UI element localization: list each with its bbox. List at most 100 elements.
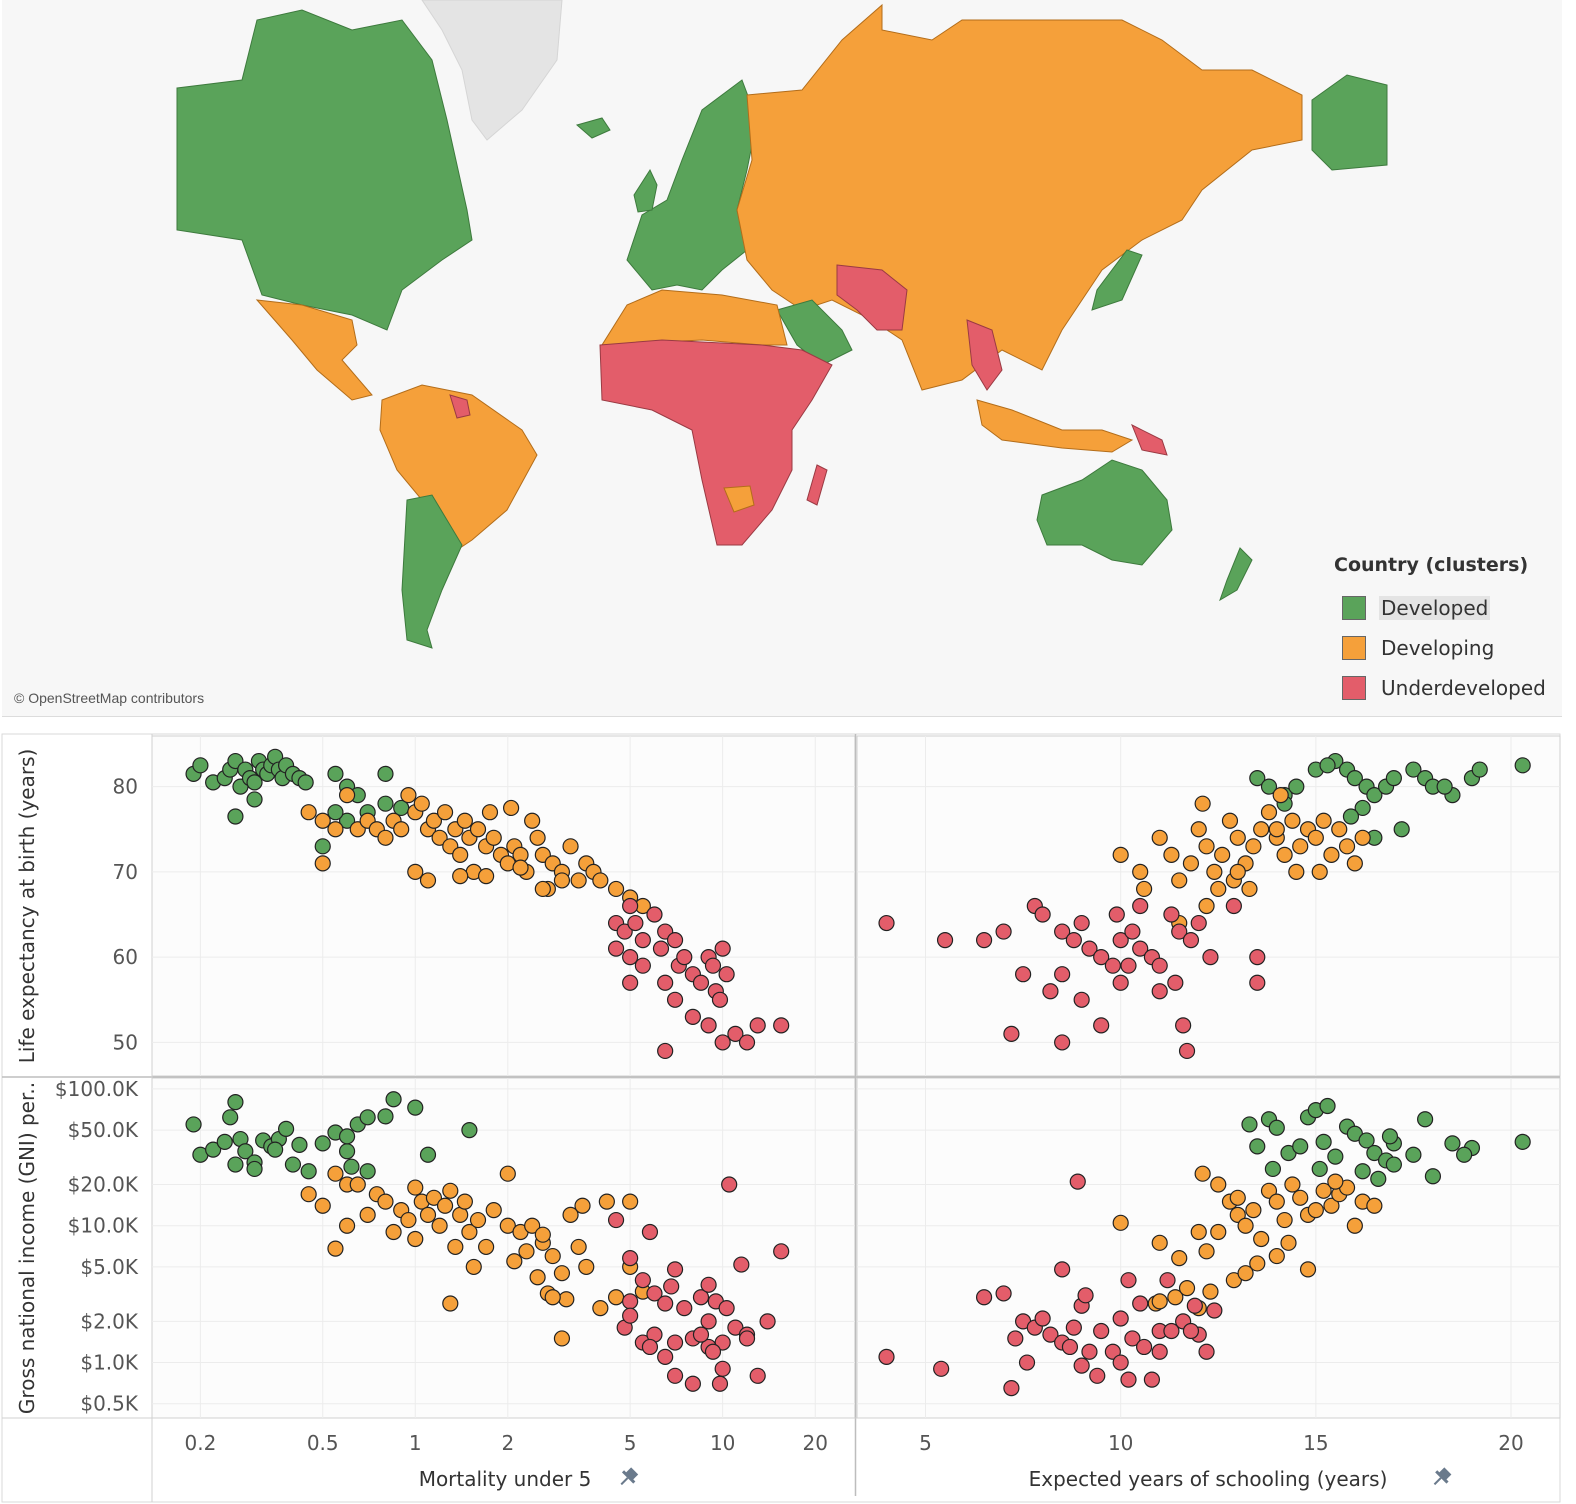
data-point-underdeveloped[interactable]: [1198, 1343, 1215, 1360]
data-point-developing[interactable]: [1178, 1280, 1196, 1297]
data-point-underdeveloped[interactable]: [616, 923, 633, 940]
data-point-developing[interactable]: [1202, 1283, 1219, 1300]
data-point-developing[interactable]: [1151, 1234, 1168, 1251]
data-point-developed[interactable]: [1319, 1097, 1336, 1115]
data-point-underdeveloped[interactable]: [1093, 1322, 1110, 1340]
data-point-developing[interactable]: [1253, 821, 1270, 838]
data-point-developed[interactable]: [237, 1143, 254, 1160]
data-point-developing[interactable]: [529, 1269, 546, 1286]
data-point-developed[interactable]: [1264, 1160, 1281, 1178]
data-point-underdeveloped[interactable]: [692, 974, 710, 991]
data-point-underdeveloped[interactable]: [733, 1256, 750, 1273]
data-point-developing[interactable]: [1151, 829, 1168, 846]
data-point-developed[interactable]: [185, 1116, 202, 1133]
data-point-developed[interactable]: [1381, 1128, 1399, 1145]
data-point-developing[interactable]: [570, 872, 587, 889]
data-point-developed[interactable]: [246, 1160, 263, 1178]
data-point-underdeveloped[interactable]: [1206, 1302, 1223, 1319]
data-point-developing[interactable]: [1346, 1217, 1363, 1234]
data-point-developing[interactable]: [431, 829, 448, 846]
data-point-developing[interactable]: [385, 1223, 402, 1241]
data-point-developing[interactable]: [574, 1197, 591, 1214]
data-point-developing[interactable]: [1241, 880, 1258, 898]
data-point-underdeveloped[interactable]: [773, 1017, 790, 1034]
data-point-underdeveloped[interactable]: [975, 932, 993, 949]
data-point-developed[interactable]: [1342, 808, 1360, 825]
data-point-developing[interactable]: [485, 829, 502, 846]
south-america-region[interactable]: [379, 384, 538, 561]
data-point-developing[interactable]: [592, 1300, 609, 1317]
data-point-developed[interactable]: [1393, 821, 1410, 838]
data-point-underdeveloped[interactable]: [995, 923, 1012, 940]
data-point-developing[interactable]: [338, 787, 356, 804]
data-point-underdeveloped[interactable]: [1003, 1025, 1020, 1042]
data-point-developed[interactable]: [1288, 778, 1305, 795]
data-point-developed[interactable]: [1358, 1132, 1375, 1149]
data-point-developing[interactable]: [1245, 838, 1262, 855]
data-point-developing[interactable]: [598, 1193, 615, 1210]
iceland-region[interactable]: [575, 117, 611, 139]
data-point-developing[interactable]: [524, 812, 541, 829]
data-point-underdeveloped[interactable]: [1143, 1371, 1161, 1388]
data-point-developed[interactable]: [216, 1133, 233, 1150]
data-point-developing[interactable]: [544, 1247, 561, 1265]
data-point-underdeveloped[interactable]: [666, 932, 684, 949]
data-point-developing[interactable]: [1210, 1176, 1227, 1193]
data-point-developed[interactable]: [419, 1146, 437, 1163]
data-point-developed[interactable]: [338, 812, 356, 829]
data-point-developing[interactable]: [1198, 897, 1215, 915]
data-point-underdeveloped[interactable]: [749, 1017, 766, 1034]
data-point-developing[interactable]: [1288, 863, 1305, 880]
data-point-developed[interactable]: [343, 1158, 360, 1175]
data-point-developing[interactable]: [1323, 846, 1340, 863]
data-point-underdeveloped[interactable]: [738, 1034, 756, 1051]
data-point-developing[interactable]: [1260, 1182, 1278, 1199]
data-point-developing[interactable]: [300, 804, 317, 821]
data-point-developing[interactable]: [1229, 1206, 1246, 1223]
data-point-developed[interactable]: [377, 765, 394, 782]
data-point-underdeveloped[interactable]: [622, 974, 639, 991]
data-point-underdeveloped[interactable]: [1112, 974, 1129, 991]
data-point-developing[interactable]: [570, 1238, 587, 1256]
data-point-developed[interactable]: [1405, 761, 1422, 778]
data-point-developed[interactable]: [1424, 1168, 1442, 1185]
data-point-developed[interactable]: [1311, 1160, 1328, 1178]
data-point-developing[interactable]: [461, 1223, 478, 1241]
data-point-developing[interactable]: [377, 829, 394, 846]
data-point-developed[interactable]: [246, 791, 263, 808]
north-america-region[interactable]: [176, 9, 473, 331]
australia-region[interactable]: [1036, 459, 1173, 566]
data-point-underdeveloped[interactable]: [878, 914, 895, 932]
data-point-underdeveloped[interactable]: [1093, 949, 1110, 966]
data-point-underdeveloped[interactable]: [933, 1360, 950, 1377]
data-point-developed[interactable]: [1370, 1170, 1387, 1187]
data-point-underdeveloped[interactable]: [657, 1295, 674, 1312]
data-point-developed[interactable]: [1385, 1156, 1402, 1173]
data-point-developing[interactable]: [1210, 880, 1227, 898]
data-point-underdeveloped[interactable]: [1108, 906, 1125, 923]
data-point-underdeveloped[interactable]: [666, 1261, 684, 1278]
data-point-developing[interactable]: [562, 838, 579, 855]
guyana-region[interactable]: [449, 394, 471, 419]
data-point-underdeveloped[interactable]: [759, 1313, 776, 1330]
data-point-developed[interactable]: [1292, 1138, 1309, 1155]
data-point-developing[interactable]: [1260, 804, 1278, 821]
data-point-developing[interactable]: [407, 1179, 424, 1196]
data-point-underdeveloped[interactable]: [646, 906, 663, 923]
data-point-developing[interactable]: [327, 1165, 344, 1182]
data-point-developing[interactable]: [506, 1253, 523, 1270]
data-point-developed[interactable]: [297, 774, 314, 791]
data-point-developing[interactable]: [1194, 795, 1211, 812]
data-point-underdeveloped[interactable]: [1163, 906, 1180, 923]
data-point-developed[interactable]: [1514, 757, 1531, 774]
data-point-underdeveloped[interactable]: [700, 1017, 717, 1034]
data-point-underdeveloped[interactable]: [1081, 940, 1098, 957]
data-point-underdeveloped[interactable]: [1120, 1272, 1137, 1289]
data-point-underdeveloped[interactable]: [1249, 974, 1266, 991]
data-point-developing[interactable]: [447, 1238, 464, 1256]
data-point-developed[interactable]: [1346, 770, 1363, 787]
data-point-underdeveloped[interactable]: [711, 1375, 729, 1392]
map-svg[interactable]: [2, 0, 1562, 716]
data-point-developing[interactable]: [407, 863, 424, 880]
data-point-developing[interactable]: [1276, 846, 1293, 863]
